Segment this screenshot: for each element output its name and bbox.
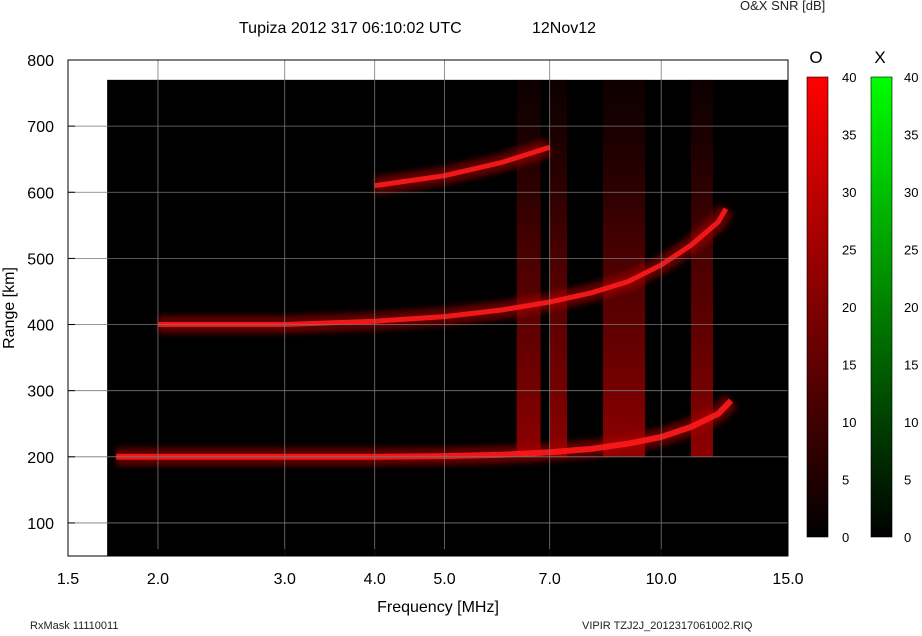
y-tick-label: 700 xyxy=(27,119,54,136)
chart-date: 12Nov12 xyxy=(532,20,597,37)
x-tick-label: 4.0 xyxy=(364,571,386,588)
colorbar-label: X xyxy=(874,48,885,67)
colorbar-tick: 25 xyxy=(842,243,856,258)
colorbar-tick: 40 xyxy=(842,70,856,85)
interference-band xyxy=(691,79,713,457)
colorbar-tick: 25 xyxy=(904,243,918,258)
x-axis-label: Frequency [MHz] xyxy=(377,599,499,616)
y-tick-label: 400 xyxy=(27,318,54,335)
echo-trace xyxy=(374,144,551,189)
interference-band xyxy=(549,79,568,457)
snr-unit-label: O&X SNR [dB] xyxy=(740,0,826,13)
colorbar-tick: 30 xyxy=(904,185,918,200)
colorbar-tick: 20 xyxy=(904,300,918,315)
y-tick-label: 100 xyxy=(27,516,54,533)
y-tick-label: 600 xyxy=(27,185,54,202)
colorbar-tick: 35 xyxy=(904,128,918,143)
x-tick-label: 1.5 xyxy=(57,571,79,588)
colorbar-tick: 40 xyxy=(904,70,918,85)
plot-area xyxy=(67,59,789,557)
colorbar-tick: 35 xyxy=(842,128,856,143)
x-tick-label: 5.0 xyxy=(433,571,455,588)
colorbar-tick: 20 xyxy=(842,300,856,315)
plot-border xyxy=(67,59,789,557)
colorbar-tick: 15 xyxy=(842,358,856,373)
colorbars: O 40 35 30 25 20 15 10 5 0 X 40 35 30 25 20 15 10 5 0 xyxy=(806,48,918,545)
x-tick-label: 15.0 xyxy=(772,571,803,588)
y-tick-label: 300 xyxy=(27,384,54,401)
y-tick-label: 200 xyxy=(27,450,54,467)
interference-band xyxy=(516,79,541,457)
colorbar-label: O xyxy=(809,48,822,67)
chart-title: Tupiza 2012 317 06:10:02 UTC xyxy=(239,20,462,37)
colorbar-tick: 5 xyxy=(842,473,849,488)
x-tick-label: 2.0 xyxy=(147,571,169,588)
colorbar-tick: 0 xyxy=(904,530,911,545)
rx-mask-label: RxMask 11110011 xyxy=(30,620,119,632)
axes: 1.5 2.0 3.0 4.0 5.0 7.0 10.0 15.0 100 200 300 400 50… xyxy=(1,53,804,616)
colorbar-tick: 5 xyxy=(904,473,911,488)
x-tick-label: 10.0 xyxy=(646,571,677,588)
colorbar-tick: 15 xyxy=(904,358,918,373)
y-tick-label: 800 xyxy=(27,53,54,70)
colorbar-tick: 10 xyxy=(842,415,856,430)
y-axis-label: Range [km] xyxy=(1,267,18,349)
colorbar-tick: 30 xyxy=(842,185,856,200)
x-tick-label: 3.0 xyxy=(274,571,296,588)
echo-trace xyxy=(158,207,729,327)
file-label: VIPIR TZJ2J_2012317061002.RIQ xyxy=(582,620,753,632)
colorbar-tick: 10 xyxy=(904,415,918,430)
y-tick-label: 500 xyxy=(27,251,54,268)
colorbar-tick: 0 xyxy=(842,530,849,545)
x-tick-label: 7.0 xyxy=(539,571,561,588)
colorbar-o xyxy=(806,76,829,538)
colorbar-x xyxy=(870,76,893,538)
